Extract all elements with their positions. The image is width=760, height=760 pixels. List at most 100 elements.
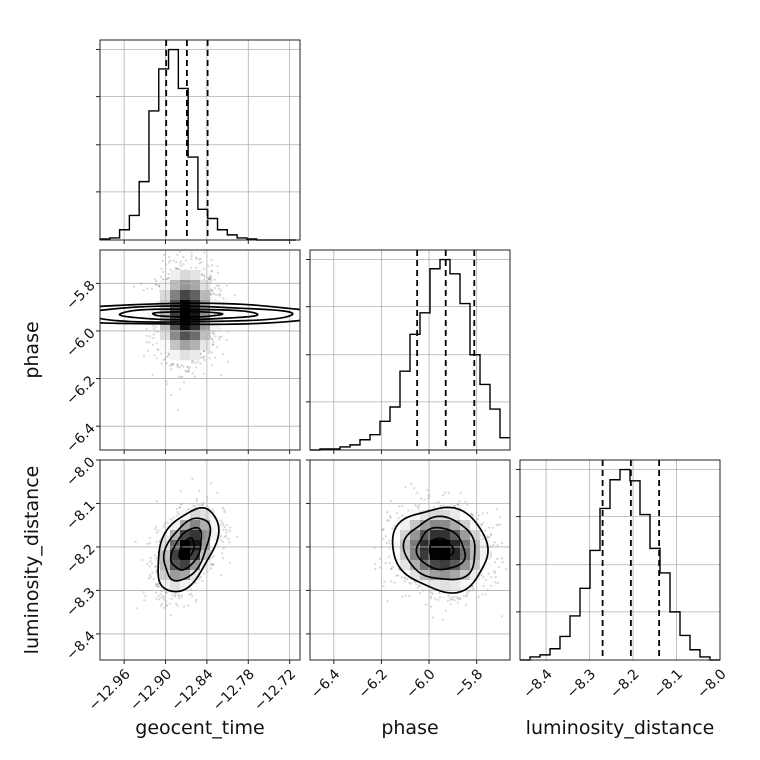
xtick-label-phase: −6.2 bbox=[356, 666, 391, 701]
joint-phase-luminosity_distance-cell bbox=[410, 540, 421, 551]
joint-geocent_time-luminosity_distance-point bbox=[211, 563, 214, 566]
joint-geocent_time-phase-point bbox=[208, 352, 211, 355]
joint-geocent_time-phase-point bbox=[207, 265, 210, 268]
joint-phase-luminosity_distance-point bbox=[387, 555, 391, 558]
joint-geocent_time-luminosity_distance-point bbox=[211, 508, 214, 511]
joint-phase-luminosity_distance-cell bbox=[460, 560, 471, 571]
xtick-label-geocent_time: −12.72 bbox=[251, 666, 299, 714]
joint-phase-luminosity_distance-point bbox=[482, 575, 485, 579]
joint-phase-luminosity_distance-point bbox=[444, 609, 447, 612]
joint-geocent_time-phase-point bbox=[190, 254, 193, 258]
joint-geocent_time-luminosity_distance-point bbox=[198, 504, 201, 507]
joint-geocent_time-phase-point bbox=[210, 288, 213, 291]
joint-geocent_time-phase-point bbox=[152, 333, 155, 336]
joint-geocent_time-phase-point bbox=[214, 293, 217, 296]
joint-geocent_time-phase-point bbox=[211, 269, 214, 273]
density-layer bbox=[160, 270, 491, 591]
joint-phase-luminosity_distance-point bbox=[430, 591, 433, 595]
joint-geocent_time-phase-point bbox=[198, 258, 201, 261]
joint-geocent_time-phase-point bbox=[172, 363, 175, 366]
joint-geocent_time-phase-point bbox=[185, 370, 188, 373]
joint-geocent_time-luminosity_distance-point bbox=[155, 597, 158, 600]
joint-geocent_time-luminosity_distance-point bbox=[216, 491, 219, 494]
joint-geocent_time-phase-point bbox=[167, 277, 170, 280]
joint-geocent_time-phase-point bbox=[154, 283, 157, 286]
joint-geocent_time-luminosity_distance-point bbox=[141, 559, 144, 562]
joint-geocent_time-phase-point bbox=[153, 354, 156, 357]
joint-geocent_time-luminosity_distance-cell bbox=[170, 580, 181, 591]
joint-phase-luminosity_distance-point bbox=[408, 581, 411, 585]
joint-geocent_time-phase-cell bbox=[170, 320, 181, 331]
joint-phase-luminosity_distance-cell bbox=[470, 530, 481, 541]
joint-geocent_time-phase-cell bbox=[190, 320, 201, 331]
joint-phase-luminosity_distance-point bbox=[391, 527, 394, 530]
joint-geocent_time-luminosity_distance-point bbox=[143, 599, 146, 602]
joint-geocent_time-phase-point bbox=[182, 365, 185, 368]
joint-geocent_time-phase-point bbox=[208, 277, 211, 280]
joint-geocent_time-phase-cell bbox=[170, 290, 181, 301]
joint-geocent_time-phase-cell bbox=[190, 350, 201, 361]
joint-phase-luminosity_distance-point bbox=[401, 504, 404, 507]
joint-phase-luminosity_distance-cell bbox=[450, 550, 461, 561]
xtick-label-geocent_time: −12.84 bbox=[169, 666, 217, 714]
joint-geocent_time-phase-point bbox=[186, 365, 189, 368]
joint-geocent_time-phase-cell bbox=[210, 300, 221, 311]
joint-phase-luminosity_distance-point bbox=[384, 561, 387, 565]
joint-phase-luminosity_distance-point bbox=[465, 593, 468, 596]
joint-geocent_time-luminosity_distance-cell bbox=[170, 550, 181, 561]
joint-geocent_time-luminosity_distance-point bbox=[149, 574, 152, 577]
joint-phase-luminosity_distance-cell bbox=[430, 560, 441, 571]
joint-geocent_time-phase-point bbox=[210, 279, 213, 282]
joint-phase-luminosity_distance-point bbox=[498, 516, 502, 519]
joint-geocent_time-phase-point bbox=[176, 364, 179, 367]
joint-geocent_time-luminosity_distance-point bbox=[229, 526, 232, 529]
joint-geocent_time-phase-point bbox=[155, 357, 158, 360]
joint-geocent_time-phase-point bbox=[176, 365, 179, 369]
joint-phase-luminosity_distance-point bbox=[387, 519, 390, 522]
joint-geocent_time-phase-cell bbox=[190, 270, 201, 281]
joint-geocent_time-phase-point bbox=[178, 250, 181, 254]
joint-phase-luminosity_distance-point bbox=[490, 533, 493, 536]
joint-geocent_time-phase-point bbox=[212, 341, 215, 344]
ytick-label-luminosity_distance: −8.3 bbox=[63, 585, 98, 620]
joint-phase-luminosity_distance-point bbox=[441, 618, 444, 621]
joint-geocent_time-phase-cell bbox=[190, 340, 201, 351]
joint-phase-luminosity_distance-point bbox=[496, 544, 499, 547]
joint-phase-luminosity_distance-point bbox=[477, 514, 481, 517]
joint-geocent_time-phase-point bbox=[180, 363, 183, 367]
joint-geocent_time-phase-cell bbox=[200, 300, 211, 311]
yaxis-label-luminosity_distance: luminosity_distance bbox=[21, 466, 43, 655]
joint-phase-luminosity_distance-cell bbox=[480, 560, 491, 571]
joint-geocent_time-phase-point bbox=[225, 284, 228, 287]
joint-geocent_time-phase-point bbox=[171, 363, 174, 366]
joint-geocent_time-luminosity_distance-point bbox=[210, 556, 214, 559]
joint-phase-luminosity_distance-cell bbox=[390, 550, 401, 561]
joint-geocent_time-luminosity_distance-point bbox=[194, 581, 197, 585]
joint-geocent_time-luminosity_distance-point bbox=[222, 557, 225, 560]
joint-geocent_time-phase-cell bbox=[180, 310, 191, 321]
joint-geocent_time-luminosity_distance-point bbox=[227, 537, 230, 540]
joint-geocent_time-phase-point bbox=[203, 355, 206, 358]
joint-phase-luminosity_distance-point bbox=[500, 557, 503, 560]
joint-phase-luminosity_distance-contour-1.5sigma bbox=[402, 515, 476, 581]
joint-phase-luminosity_distance-point bbox=[397, 517, 400, 520]
joint-geocent_time-luminosity_distance-point bbox=[172, 517, 175, 520]
joint-geocent_time-luminosity_distance-cell bbox=[180, 550, 191, 561]
joint-geocent_time-luminosity_distance-cell bbox=[190, 520, 201, 531]
joint-geocent_time-phase-point bbox=[233, 294, 236, 297]
joint-phase-luminosity_distance-contour-0.5sigma bbox=[428, 537, 455, 561]
joint-geocent_time-phase-point bbox=[203, 251, 206, 254]
joint-phase-luminosity_distance-contour-1sigma bbox=[415, 526, 467, 571]
joint-geocent_time-luminosity_distance-cell bbox=[170, 570, 181, 581]
joint-geocent_time-luminosity_distance-point bbox=[135, 607, 138, 610]
joint-phase-luminosity_distance-cell bbox=[460, 530, 471, 541]
joint-geocent_time-phase-point bbox=[154, 278, 157, 281]
joint-phase-luminosity_distance-cell bbox=[450, 560, 461, 571]
joint-phase-luminosity_distance-point bbox=[379, 566, 382, 569]
joint-geocent_time-phase-point bbox=[209, 274, 212, 277]
joint-geocent_time-luminosity_distance-cell bbox=[190, 570, 201, 581]
joint-geocent_time-phase-point bbox=[160, 267, 163, 270]
joint-geocent_time-luminosity_distance-point bbox=[149, 576, 152, 579]
joint-geocent_time-phase-point bbox=[193, 361, 196, 364]
